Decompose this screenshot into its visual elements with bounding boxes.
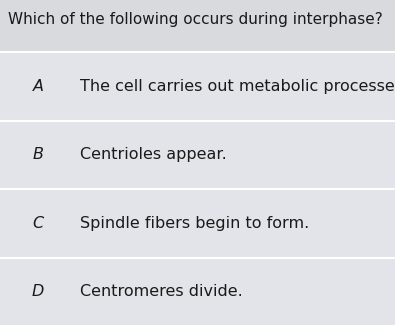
Text: B: B <box>32 147 43 162</box>
Text: Spindle fibers begin to form.: Spindle fibers begin to form. <box>80 216 309 231</box>
Text: Centrioles appear.: Centrioles appear. <box>80 147 227 162</box>
Bar <box>0 52 395 121</box>
Bar <box>0 258 395 326</box>
Text: The cell carries out metabolic processes.: The cell carries out metabolic processes… <box>80 79 395 94</box>
Text: C: C <box>32 216 43 231</box>
Text: A: A <box>32 79 43 94</box>
Bar <box>0 189 395 258</box>
Text: D: D <box>32 284 44 299</box>
Bar <box>0 121 395 189</box>
Text: Centromeres divide.: Centromeres divide. <box>80 284 243 299</box>
Text: Which of the following occurs during interphase?: Which of the following occurs during int… <box>8 12 383 27</box>
